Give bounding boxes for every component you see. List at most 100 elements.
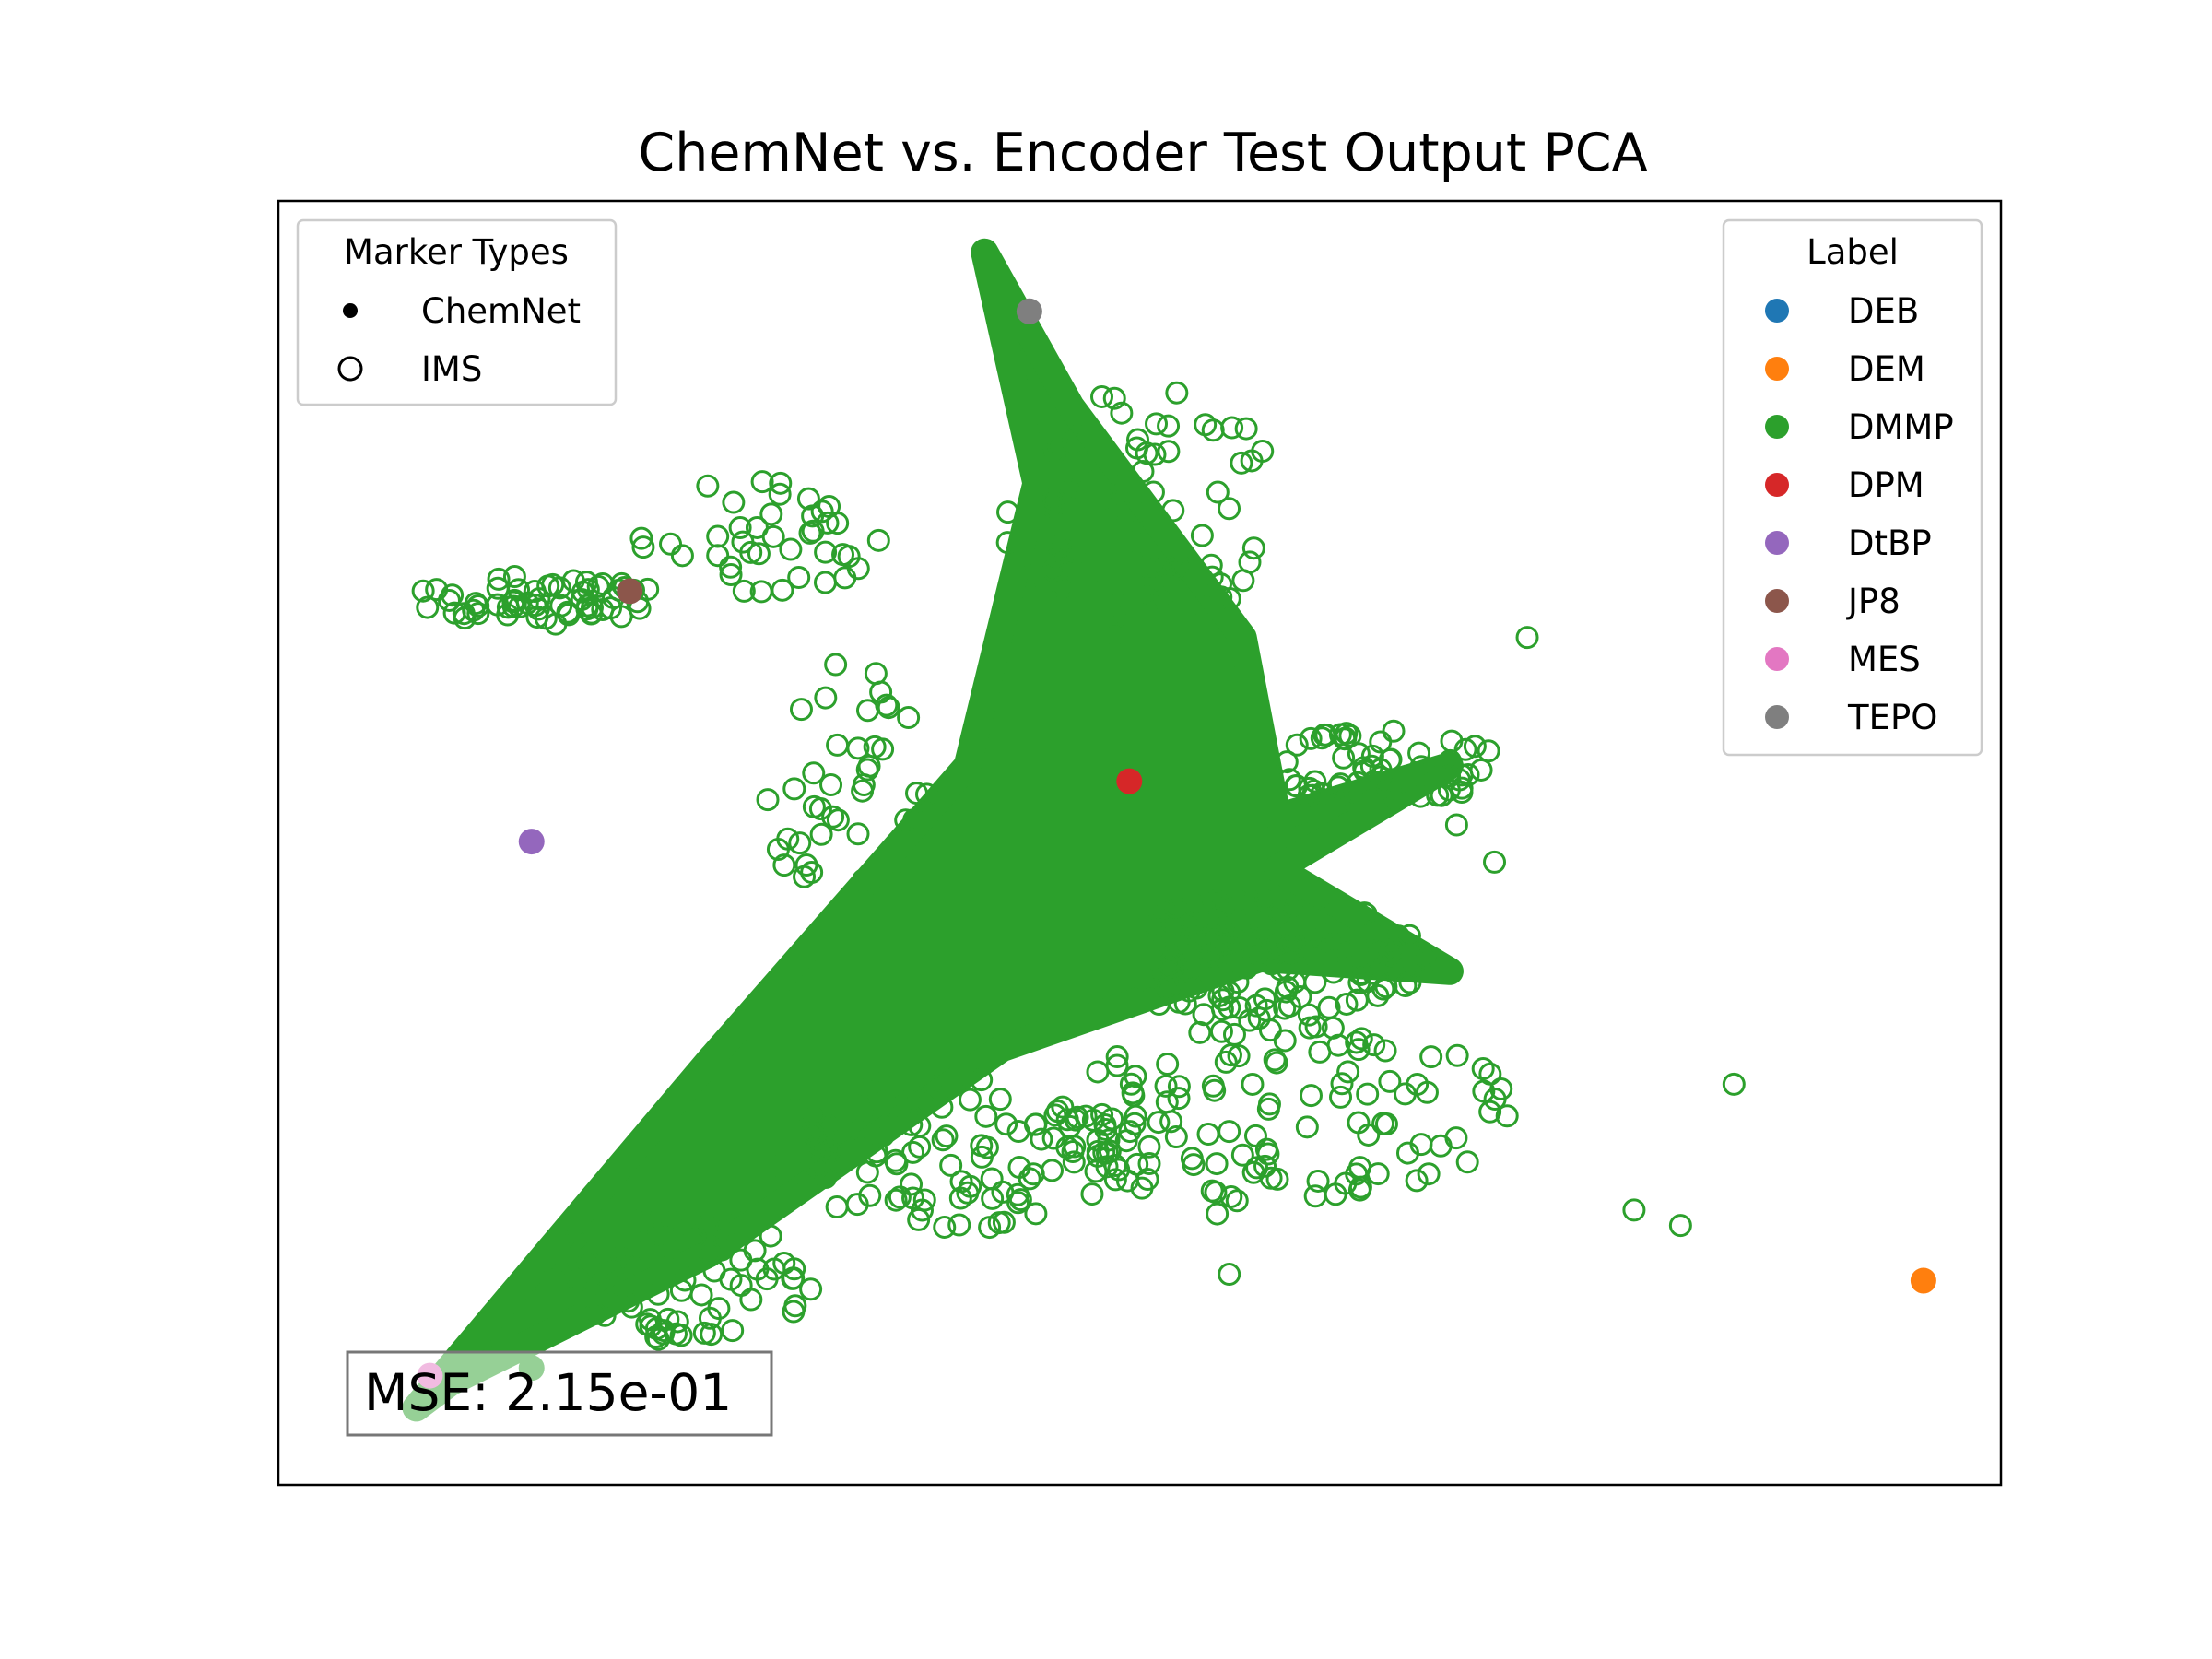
ims-point-424 (1205, 1152, 1229, 1176)
ims-point-498 (858, 1183, 882, 1207)
ims-point-14 (1141, 480, 1165, 504)
ims-point-276 (1413, 944, 1437, 968)
ims-point-165 (759, 502, 783, 526)
ims-point-620 (739, 1288, 763, 1312)
mse-annotation: MSE: 2.15e-01 (346, 1350, 773, 1437)
ims-point-66 (1157, 440, 1181, 464)
ims-point-527 (802, 1102, 826, 1126)
ims-point-322 (1145, 947, 1169, 971)
ims-point-272 (1146, 974, 1170, 998)
ims-point-682 (1426, 783, 1450, 807)
ims-point-669 (1310, 726, 1334, 750)
ims-point-387 (1405, 1169, 1429, 1193)
ims-point-246 (1394, 974, 1418, 998)
ims-point-434 (1119, 1072, 1143, 1096)
ims-point-395 (1356, 1082, 1380, 1106)
ims-point-535 (1094, 1117, 1118, 1141)
ims-point-316 (1345, 988, 1369, 1012)
legend-label-jp8: JP8 (1846, 582, 1900, 621)
ims-point-500 (955, 1063, 979, 1087)
ims-point-488 (1064, 1108, 1088, 1132)
ims-point-269 (1348, 963, 1372, 987)
ims-point-675 (1378, 747, 1402, 771)
ims-point-185 (776, 827, 800, 851)
chemnet-point-jp8 (617, 578, 643, 605)
ims-point-696 (1483, 850, 1507, 874)
ims-point-190 (897, 706, 921, 730)
ims-point-555 (855, 1160, 879, 1184)
ims-point-201 (846, 736, 870, 760)
ims-point-216 (1382, 955, 1406, 979)
ims-point-282 (1207, 983, 1231, 1007)
ims-point-553 (792, 1162, 816, 1186)
ims-point-194 (856, 699, 880, 723)
ims-point-61 (996, 500, 1020, 524)
ims-point-516 (1058, 1114, 1082, 1138)
ims-point-68 (1201, 418, 1225, 442)
ims-point-12 (1165, 381, 1189, 405)
ims-point-268 (1252, 888, 1276, 912)
ims-point-413 (1303, 1184, 1327, 1208)
ims-point-394 (1230, 1143, 1254, 1167)
ims-point-173 (852, 868, 876, 892)
ims-point-365 (1349, 1027, 1373, 1051)
ims-point-438 (1204, 1181, 1228, 1205)
ims-point-164 (779, 537, 803, 561)
ims-point-0 (1065, 537, 1089, 561)
ims-point-405 (1257, 1092, 1281, 1116)
ims-point-470 (1030, 1127, 1053, 1151)
ims-point-8 (1230, 451, 1253, 475)
ims-point-6 (1161, 499, 1185, 523)
legend-swatch-dem (1765, 357, 1789, 381)
ims-point-317 (1276, 958, 1300, 982)
ims-point-58 (1041, 495, 1065, 519)
ims-point-298 (1205, 888, 1229, 912)
label-legend: Label DEB DEM DMMP DPM DtBP JP8 MES TEPO (1722, 218, 1983, 757)
legend-swatch-dtbp (1765, 531, 1789, 555)
ims-point-309 (1334, 921, 1358, 945)
ims-point-343 (1137, 1152, 1161, 1176)
ims-point-673 (1438, 764, 1462, 788)
ims-point-590 (576, 1250, 600, 1274)
ims-point-339 (1199, 947, 1223, 971)
ims-point-127 (609, 605, 633, 629)
ims-point-152 (837, 545, 861, 569)
ims-point-556 (849, 1118, 873, 1142)
ims-point-76 (487, 567, 511, 591)
ims-point-150 (747, 542, 771, 566)
ims-point-135 (818, 494, 841, 518)
ims-point-549 (796, 1147, 820, 1171)
ims-point-449 (1209, 1019, 1233, 1043)
ims-point-519 (935, 1124, 959, 1148)
ims-point-681 (1382, 719, 1406, 743)
ims-point-330 (1219, 923, 1243, 947)
ims-point-175 (915, 782, 939, 806)
legend-label-dem: DEM (1848, 349, 1925, 389)
ims-point-169 (866, 528, 890, 552)
ims-point-55 (1018, 564, 1042, 588)
ims-point-293 (1361, 961, 1385, 985)
ims-point-546 (857, 1087, 881, 1111)
ims-point-533 (1007, 1156, 1031, 1180)
ims-point-62 (1047, 434, 1071, 458)
ims-point-441 (1374, 1112, 1398, 1136)
ims-point-371 (1329, 1085, 1353, 1109)
ims-point-423 (1415, 1080, 1439, 1104)
ims-point-369 (1188, 1020, 1212, 1044)
ims-point-442 (1258, 1018, 1282, 1042)
ims-point-137 (768, 482, 792, 506)
ims-point-379 (1357, 1123, 1381, 1147)
ims-point-364 (1182, 1153, 1206, 1177)
ims-point-65 (1231, 569, 1255, 593)
legend-label-mes: MES (1848, 640, 1921, 679)
ims-point-210 (1322, 960, 1346, 984)
ims-point-557 (872, 1071, 896, 1095)
ims-point-153 (801, 519, 825, 543)
ims-point-60 (1241, 536, 1265, 560)
ims-point-250 (1303, 944, 1327, 968)
ims-point-564 (710, 1238, 734, 1262)
ims-point-176 (905, 782, 929, 806)
ims-point-57 (1124, 436, 1148, 460)
ims-point-621 (527, 1270, 551, 1294)
ims-point-440 (1308, 1040, 1332, 1064)
